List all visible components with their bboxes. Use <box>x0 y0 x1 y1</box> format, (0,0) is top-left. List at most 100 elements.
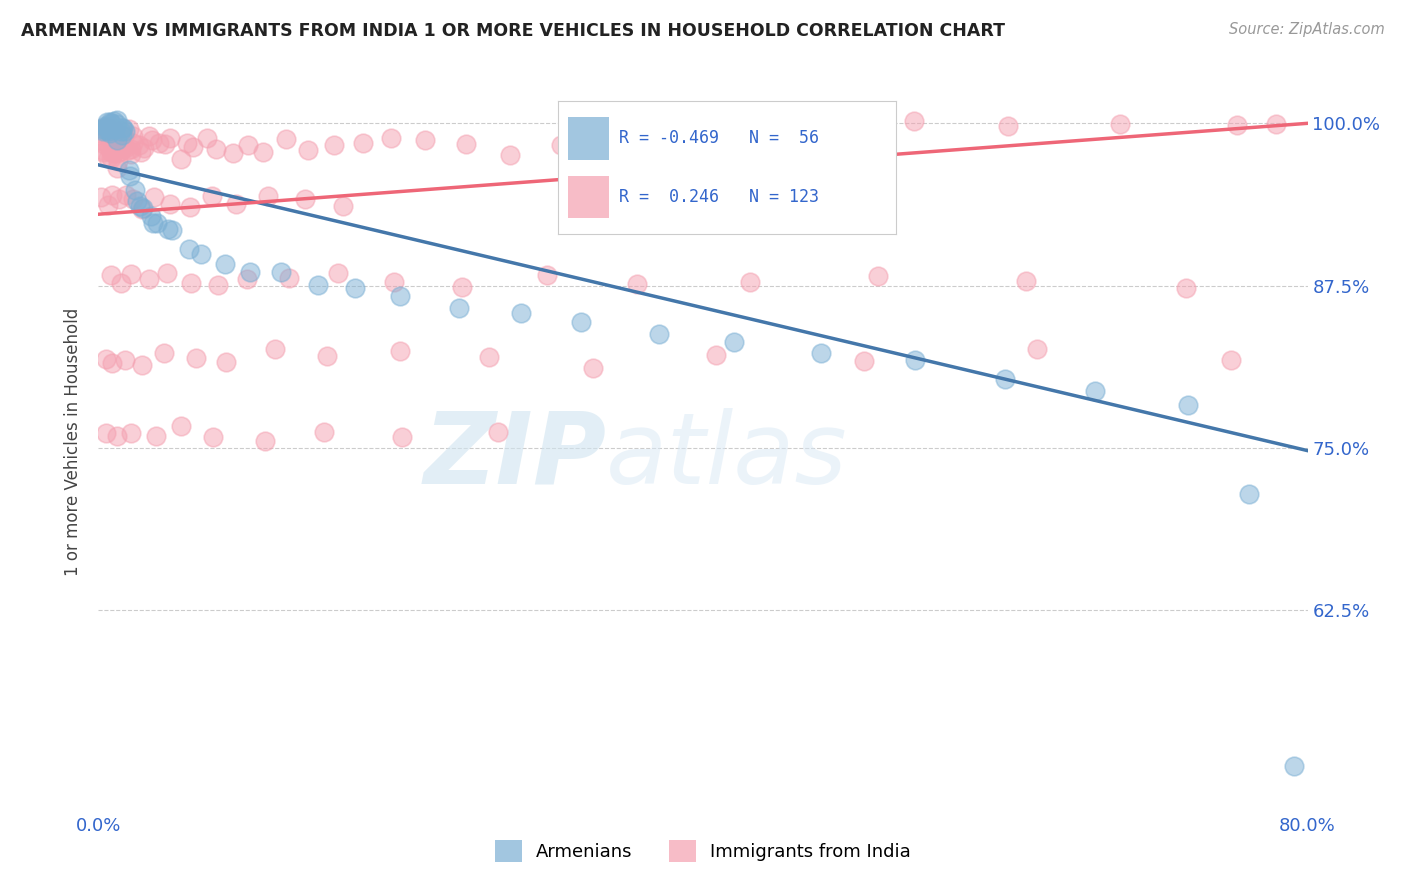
Point <box>96 120 118 134</box>
Point <box>124 183 146 197</box>
Point <box>332 199 354 213</box>
Point <box>114 141 136 155</box>
Point <box>91 124 114 138</box>
Point <box>159 131 181 145</box>
Point <box>96 115 118 129</box>
Point <box>1177 399 1199 413</box>
Point <box>176 136 198 151</box>
Point <box>380 130 402 145</box>
Point <box>104 136 127 150</box>
Point <box>447 301 470 315</box>
Point <box>190 247 212 261</box>
Point <box>307 277 329 292</box>
Point <box>738 127 761 141</box>
Point <box>100 116 122 130</box>
Point <box>100 268 122 282</box>
Point <box>90 190 112 204</box>
Point <box>104 133 127 147</box>
Point <box>100 145 122 160</box>
Point <box>100 120 122 134</box>
Point <box>120 267 142 281</box>
Point <box>183 140 205 154</box>
Point <box>114 128 136 143</box>
Point <box>1226 119 1249 133</box>
Point <box>146 216 169 230</box>
Point <box>141 133 163 147</box>
Point <box>101 145 124 160</box>
Y-axis label: 1 or more Vehicles in Household: 1 or more Vehicles in Household <box>65 308 83 575</box>
Point <box>91 145 114 160</box>
Point <box>107 153 129 168</box>
Point <box>868 268 890 283</box>
Point <box>100 151 122 165</box>
Point <box>114 353 136 368</box>
Point <box>344 281 367 295</box>
Point <box>1219 353 1241 368</box>
Point <box>648 327 671 342</box>
Point <box>91 120 114 135</box>
Point <box>221 145 243 160</box>
Point <box>94 123 117 137</box>
Point <box>100 188 122 202</box>
Point <box>101 121 124 136</box>
Point <box>98 115 121 129</box>
Point <box>550 138 572 153</box>
Point <box>810 346 832 360</box>
Point <box>120 142 142 156</box>
Point <box>94 119 117 133</box>
Point <box>93 137 115 152</box>
Point <box>105 146 128 161</box>
Point <box>1175 280 1198 294</box>
Point <box>257 188 280 202</box>
Point <box>131 358 153 372</box>
Point <box>129 145 152 159</box>
Point <box>477 350 499 364</box>
Point <box>129 199 152 213</box>
Text: ZIP: ZIP <box>423 408 606 505</box>
Point <box>156 222 179 236</box>
Point <box>105 161 128 176</box>
Point <box>138 128 160 143</box>
Point <box>1084 384 1107 399</box>
Point <box>97 197 120 211</box>
Point <box>738 276 761 290</box>
Point <box>97 141 120 155</box>
Point <box>132 201 155 215</box>
Point <box>413 133 436 147</box>
Point <box>94 120 117 134</box>
Point <box>314 425 336 440</box>
Point <box>100 121 122 136</box>
Text: Source: ZipAtlas.com: Source: ZipAtlas.com <box>1229 22 1385 37</box>
Point <box>108 192 131 206</box>
Point <box>100 132 122 146</box>
Point <box>180 276 202 290</box>
Point <box>138 272 160 286</box>
Point <box>571 315 593 329</box>
Point <box>252 145 274 159</box>
Point <box>207 278 229 293</box>
Point <box>997 119 1019 133</box>
Point <box>121 128 143 143</box>
Point <box>238 137 260 152</box>
Point <box>148 136 170 150</box>
Point <box>117 143 139 157</box>
Point <box>316 350 339 364</box>
Point <box>111 121 134 136</box>
Point <box>626 277 648 291</box>
Point <box>202 429 225 443</box>
Point <box>107 117 129 131</box>
Point <box>454 137 477 152</box>
Point <box>103 125 125 139</box>
Point <box>201 189 224 203</box>
Point <box>179 200 201 214</box>
Point <box>105 133 128 147</box>
Point <box>159 197 181 211</box>
Point <box>253 434 276 448</box>
Point <box>205 142 228 156</box>
Point <box>97 120 120 134</box>
Point <box>582 360 605 375</box>
Point <box>93 134 115 148</box>
Point <box>382 276 405 290</box>
Point <box>903 114 925 128</box>
Point <box>131 202 153 216</box>
